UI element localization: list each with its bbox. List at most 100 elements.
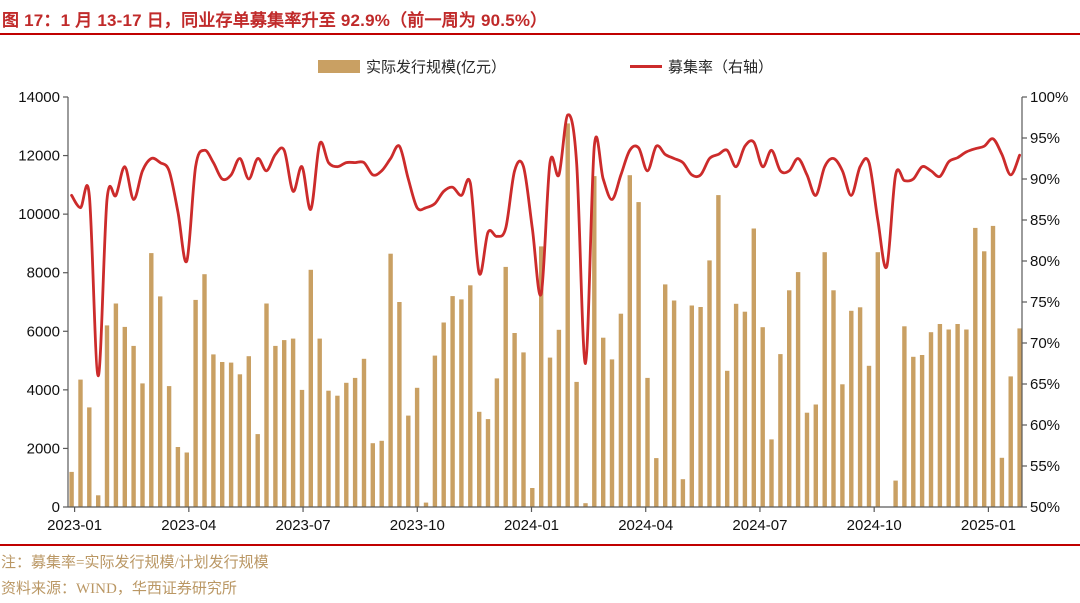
right-axis-tick-label: 70% xyxy=(1030,335,1060,352)
right-axis-tick-label: 60% xyxy=(1030,417,1060,434)
chart-svg: 0 2000 4000 6000 8000 10000 12000 14000 50% 55% 60… xyxy=(18,89,1068,534)
rate-line xyxy=(70,113,1021,378)
bar xyxy=(849,310,854,507)
bar xyxy=(423,502,429,507)
left-axis-tick-label: 14000 xyxy=(18,89,60,106)
bar xyxy=(406,415,411,507)
bar xyxy=(149,253,154,507)
bar xyxy=(831,290,836,507)
bar xyxy=(459,299,464,507)
bar xyxy=(539,246,544,507)
bar xyxy=(414,387,420,507)
bar xyxy=(397,302,402,507)
bar xyxy=(468,285,473,507)
axes xyxy=(63,96,1027,512)
figure-note: 注：募集率=实际发行规模/计划发行规模 xyxy=(1,555,269,571)
bar xyxy=(583,503,588,507)
bar xyxy=(96,495,101,507)
bar xyxy=(184,452,189,507)
bar xyxy=(441,322,446,507)
bar xyxy=(379,440,384,507)
bar xyxy=(725,370,730,507)
bar xyxy=(352,377,358,507)
bar xyxy=(1017,328,1022,507)
bar xyxy=(618,313,624,507)
bar xyxy=(485,419,491,507)
bottom-divider xyxy=(0,544,1080,546)
bar xyxy=(645,377,650,507)
bar xyxy=(592,176,597,507)
bar xyxy=(220,362,225,507)
figure-title: 图 17：1 月 13-17 日，同业存单募集率升至 92.9%（前一周为 90… xyxy=(2,11,548,30)
bar xyxy=(477,411,482,507)
legend-item-line: 募集率（右轴） xyxy=(630,56,773,76)
bar xyxy=(122,326,127,507)
bar xyxy=(999,457,1005,507)
bar xyxy=(290,338,296,507)
bars-series xyxy=(69,123,1022,508)
bar xyxy=(530,488,535,507)
bar xyxy=(282,340,287,507)
bar xyxy=(946,329,951,507)
bar xyxy=(246,356,251,507)
bar xyxy=(335,395,340,507)
x-axis-tick-label: 2024-01 xyxy=(504,517,559,534)
bar xyxy=(158,296,163,507)
bar xyxy=(654,458,659,507)
bar xyxy=(574,381,579,507)
bar xyxy=(228,362,234,507)
bar xyxy=(982,251,987,507)
bar xyxy=(804,412,810,507)
left-axis-tick-label: 0 xyxy=(52,499,60,516)
bar xyxy=(601,337,606,507)
left-axis-tick-label: 8000 xyxy=(27,265,60,282)
bar xyxy=(716,195,721,507)
bar xyxy=(211,354,216,507)
bar xyxy=(299,389,305,507)
right-axis-tick-label: 55% xyxy=(1030,458,1060,475)
bar xyxy=(875,252,880,507)
top-divider xyxy=(0,33,1080,35)
bar xyxy=(902,326,907,507)
bar xyxy=(707,260,712,507)
bar xyxy=(113,303,119,507)
bar xyxy=(760,327,765,507)
bar xyxy=(450,296,455,507)
bar xyxy=(671,300,677,507)
bar xyxy=(795,272,801,507)
left-axis-tick-label: 6000 xyxy=(27,323,60,340)
bar xyxy=(733,303,739,507)
bar xyxy=(388,253,393,507)
right-axis-tick-label: 80% xyxy=(1030,253,1060,270)
bar xyxy=(911,356,916,507)
right-axis-tick-label: 90% xyxy=(1030,171,1060,188)
right-axis-tick-label: 75% xyxy=(1030,294,1060,311)
x-axis-tick-label: 2024-07 xyxy=(732,517,787,534)
bar xyxy=(547,357,553,507)
right-axis-tick-label: 85% xyxy=(1030,212,1060,229)
bar xyxy=(689,305,694,507)
bar xyxy=(494,378,500,507)
bar xyxy=(140,383,145,507)
bar xyxy=(565,123,570,508)
bar xyxy=(131,345,136,507)
bar xyxy=(680,479,686,507)
right-axis-tick-label: 50% xyxy=(1030,499,1060,516)
bar xyxy=(317,338,322,507)
bar xyxy=(308,269,313,507)
bar xyxy=(866,365,872,507)
bar xyxy=(556,329,562,507)
bar xyxy=(264,303,269,507)
bar xyxy=(69,471,74,507)
bar xyxy=(857,307,863,507)
bar xyxy=(87,407,92,507)
bar xyxy=(990,225,996,507)
x-axis-tick-label: 2023-07 xyxy=(276,517,331,534)
bar xyxy=(202,274,207,507)
right-axis-tick-label: 65% xyxy=(1030,376,1060,393)
legend-bars-label: 实际发行规模(亿元） xyxy=(366,58,506,76)
bar xyxy=(928,332,934,507)
x-axis-tick-label: 2024-10 xyxy=(847,517,902,534)
bar xyxy=(973,227,978,507)
